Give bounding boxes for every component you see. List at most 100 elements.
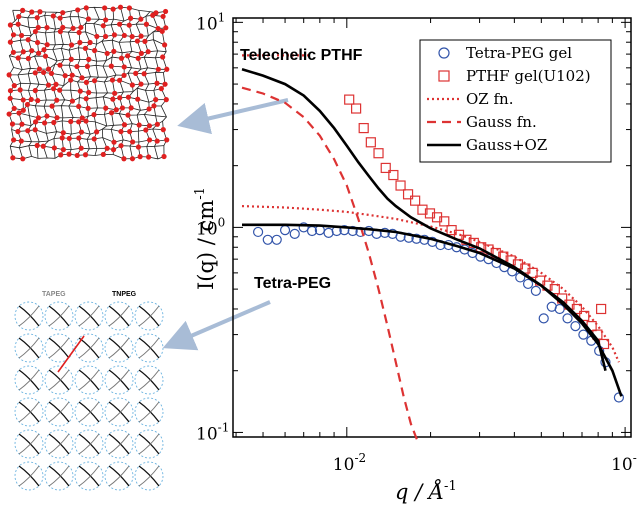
network-node bbox=[145, 49, 151, 55]
network-node bbox=[82, 152, 89, 158]
network-strand bbox=[9, 72, 164, 79]
network-node bbox=[44, 24, 50, 31]
tetra-cell bbox=[104, 333, 134, 363]
series-tetra-peg-gel-point bbox=[411, 233, 422, 244]
network-node bbox=[50, 86, 57, 92]
network-node bbox=[34, 142, 40, 149]
tetra-strand bbox=[138, 369, 160, 391]
network-node bbox=[10, 155, 16, 161]
network-node bbox=[154, 138, 160, 144]
tetra-cell bbox=[74, 397, 104, 427]
network-node bbox=[18, 138, 24, 144]
x-tick-label-exp: -2 bbox=[354, 451, 366, 465]
network-node bbox=[53, 81, 59, 87]
network-node bbox=[136, 122, 142, 128]
network-node bbox=[25, 55, 31, 62]
network-node bbox=[20, 7, 26, 13]
network-node bbox=[160, 13, 166, 20]
network-node bbox=[76, 119, 82, 125]
tetra-cell bbox=[104, 461, 134, 491]
network-node bbox=[103, 105, 109, 111]
network-node bbox=[146, 106, 152, 112]
y-tick-label-exp: -1 bbox=[218, 420, 230, 434]
network-strand bbox=[17, 10, 24, 159]
series-tetra-peg-gel-point bbox=[419, 234, 430, 245]
tetra-strand bbox=[18, 401, 40, 423]
network-node bbox=[125, 53, 131, 59]
annotation-tetra-peg: Tetra-PEG bbox=[254, 275, 331, 292]
network-node bbox=[91, 136, 97, 142]
network-node bbox=[15, 55, 21, 61]
tetra-strand bbox=[78, 305, 100, 327]
tetra-cell bbox=[14, 365, 44, 395]
network-node bbox=[35, 97, 41, 104]
network-node bbox=[94, 129, 100, 135]
series-tetra-peg-gel-point bbox=[562, 313, 573, 324]
network-node bbox=[83, 96, 89, 102]
network-node bbox=[111, 48, 117, 54]
network-node bbox=[40, 143, 46, 149]
network-node bbox=[100, 151, 106, 158]
network-node bbox=[57, 28, 63, 35]
network-node bbox=[125, 94, 132, 100]
x-tick-labels: 10-210-1 bbox=[333, 451, 638, 475]
network-node bbox=[18, 32, 25, 39]
tetra-strand bbox=[108, 465, 130, 487]
tetra-strand bbox=[138, 401, 160, 423]
series-pthf-gel-u102-point bbox=[344, 94, 355, 105]
series-tetra-peg-gel-point bbox=[289, 228, 300, 239]
network-node bbox=[155, 25, 161, 32]
network-node bbox=[32, 28, 39, 35]
tetra-cell bbox=[134, 429, 164, 459]
tetra-cell bbox=[74, 461, 104, 491]
y-tick-label-base: 10 bbox=[196, 424, 218, 444]
network-node bbox=[112, 90, 118, 96]
network-node bbox=[60, 10, 66, 16]
network-node bbox=[54, 97, 60, 103]
network-node bbox=[161, 153, 167, 160]
network-node bbox=[133, 70, 139, 76]
tetra-strand bbox=[78, 433, 100, 455]
tetra-cell bbox=[44, 461, 74, 491]
network-node bbox=[20, 107, 26, 113]
y-tick-label: 100 bbox=[196, 215, 225, 239]
network-node bbox=[69, 98, 76, 104]
network-node bbox=[128, 105, 134, 111]
network-node bbox=[35, 24, 41, 31]
network-node bbox=[129, 139, 136, 145]
network-node bbox=[121, 32, 127, 39]
tetra-strand bbox=[18, 465, 40, 487]
network-node bbox=[44, 113, 50, 119]
tetra-strand bbox=[108, 337, 130, 359]
network-node bbox=[77, 39, 83, 46]
network-node bbox=[75, 7, 81, 13]
network-node bbox=[138, 81, 144, 87]
network-node bbox=[74, 152, 80, 159]
series-pthf-gel-u102-point bbox=[365, 137, 376, 148]
network-node bbox=[76, 135, 82, 141]
tetra-cell bbox=[74, 333, 104, 363]
x-axis-title-exp: -1 bbox=[444, 479, 457, 494]
tetra-strand bbox=[48, 337, 70, 359]
network-node bbox=[34, 15, 40, 21]
series-layer bbox=[241, 54, 625, 443]
series-tetra-peg-gel-point bbox=[298, 222, 309, 233]
network-node bbox=[20, 97, 26, 103]
tetra-strand bbox=[48, 433, 70, 455]
series-tetra-peg-gel-point bbox=[538, 313, 549, 324]
tetra-strand bbox=[108, 305, 130, 327]
network-node bbox=[68, 118, 74, 125]
tetra-strand bbox=[78, 465, 100, 487]
series-pthf-gel-u102-point bbox=[417, 204, 428, 215]
network-node bbox=[62, 73, 68, 79]
network-node bbox=[102, 5, 108, 11]
tetra-strand bbox=[138, 465, 160, 487]
network-node bbox=[79, 115, 85, 121]
network-node bbox=[162, 8, 169, 15]
series-pthf-gel-u102-point bbox=[388, 169, 399, 181]
legend-gauss-oz-label: Gauss+OZ bbox=[466, 136, 547, 154]
network-node bbox=[146, 154, 152, 160]
network-node bbox=[164, 66, 170, 72]
network-node bbox=[151, 103, 157, 109]
